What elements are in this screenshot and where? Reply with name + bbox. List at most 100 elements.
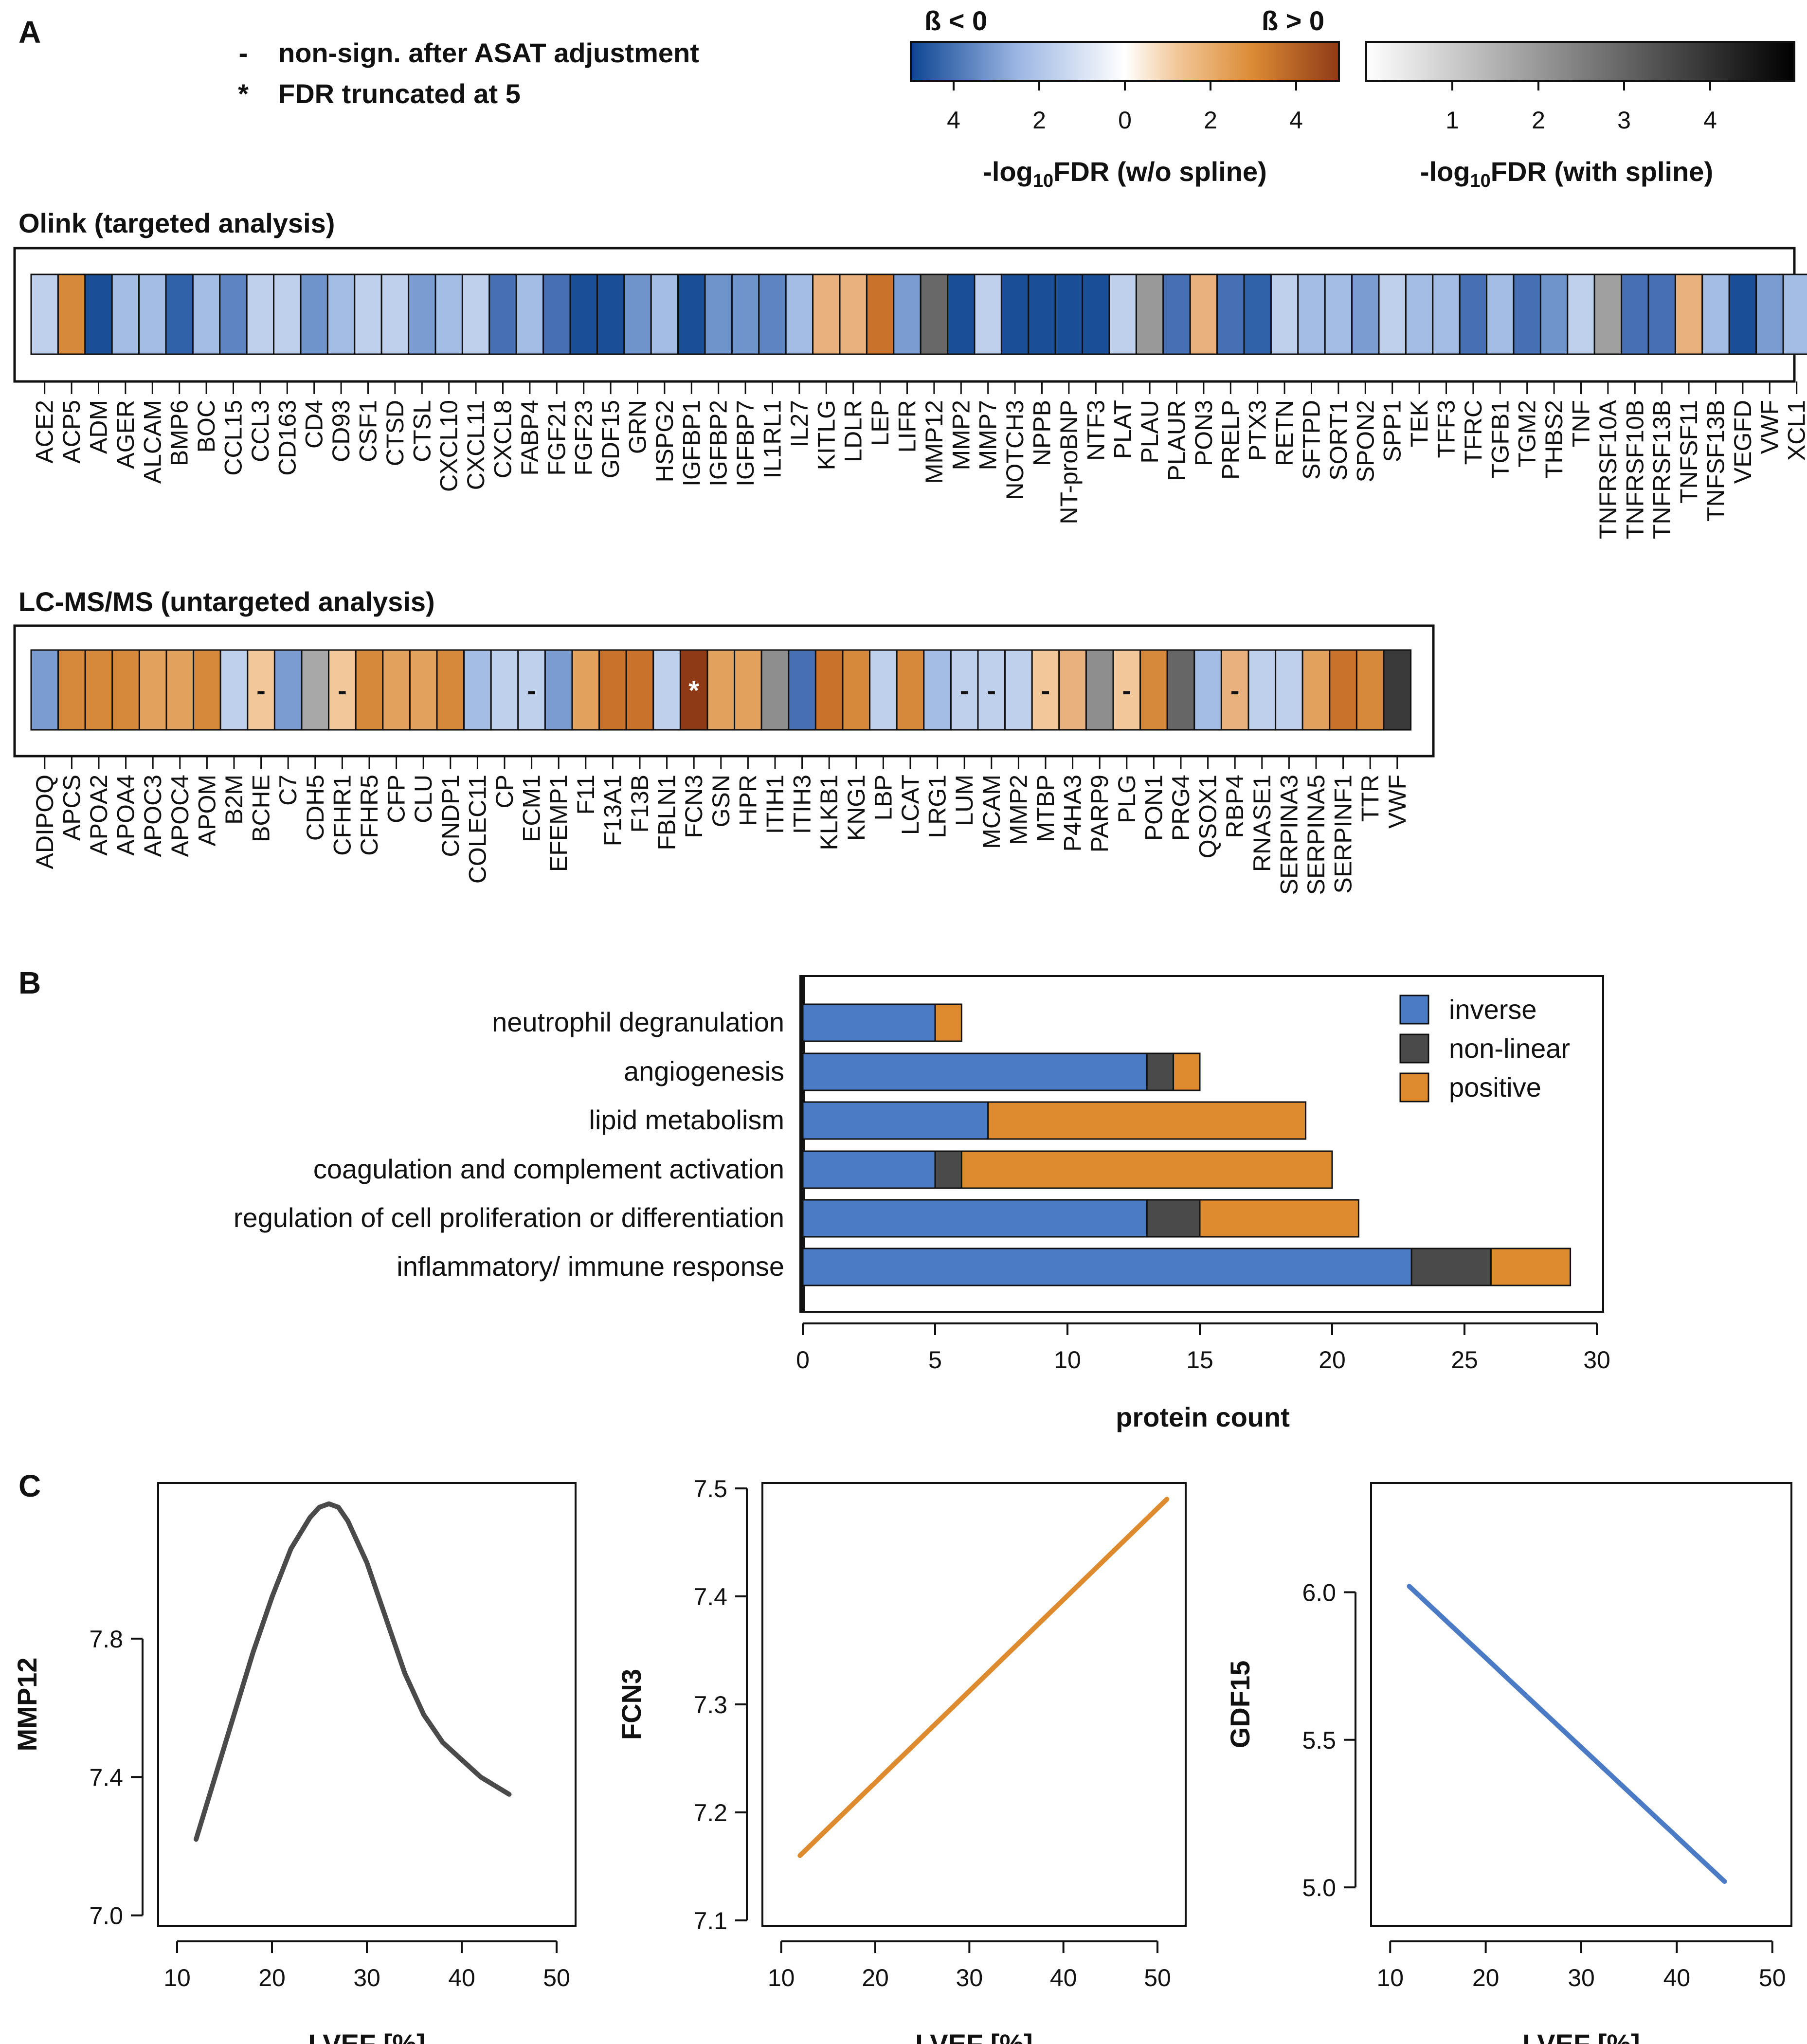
- heatmap-cell-tnf: [1567, 273, 1595, 355]
- heatmap-cell-cp: [490, 649, 519, 731]
- legend-label: inverse: [1449, 994, 1537, 1025]
- heatmap-cell-f13a1: [598, 649, 627, 731]
- gene-label-bmp6: BMP6: [166, 400, 193, 466]
- line-chart-y-tick-label: 5.5: [1302, 1727, 1336, 1754]
- heatmap-cell-fgf23: [569, 273, 598, 355]
- gene-label-mcam: MCAM: [978, 775, 1005, 849]
- heatmap-cell-xcl1: [1782, 273, 1807, 355]
- line-chart-y-tick-label: 7.1: [693, 1907, 727, 1935]
- bar-chart-x-tick-label: 10: [1054, 1346, 1081, 1374]
- gene-label-cd4: CD4: [301, 400, 328, 449]
- gene-label-ldlr: LDLR: [840, 400, 867, 462]
- heatmap-cell-qsox1: [1193, 649, 1222, 731]
- bar-chart-x-tick-label: 0: [796, 1346, 810, 1374]
- gene-label-tnfrsf10b: TNFRSF10B: [1621, 400, 1648, 539]
- line-chart-gdf15: 10 20 30 40 50 LVEF [%] 5.0 5.5 6.0 GDF15: [1225, 1482, 1792, 2044]
- colorbar-beta: ß < 0 ß > 0 4 2 0 2 4 -log10FDR (w/o spline): [910, 5, 1340, 191]
- gene-label-cd93: CD93: [327, 400, 355, 462]
- heatmap-cell-plat: [1108, 273, 1137, 355]
- heatmap-cell-serpinf1: [1329, 649, 1357, 731]
- gene-label-sftpd: SFTPD: [1298, 400, 1325, 480]
- heatmap-cell-apom: [193, 649, 221, 731]
- legend-text-dash: non-sign. after ASAT adjustment: [278, 37, 699, 68]
- heatmap-cell-apoc3: [138, 649, 167, 731]
- line-chart-mmp12: 10 20 30 40 50 LVEF [%] 7.0 7.4 7.8 MMP12: [12, 1482, 577, 2044]
- bar-positive: [987, 1101, 1307, 1140]
- line-chart-x-tick-label: 30: [956, 1964, 983, 1991]
- gene-label-tek: TEK: [1406, 400, 1433, 447]
- gene-label-prg4: PRG4: [1167, 775, 1194, 841]
- gene-label-grn: GRN: [624, 400, 651, 454]
- heatmap-cell-ctsd: [380, 273, 410, 355]
- olink-title: Olink (targeted analysis): [18, 208, 335, 238]
- gene-label-itih1: ITIH1: [761, 775, 789, 834]
- heatmap-cell-cndp1: [436, 649, 465, 731]
- heatmap-cell-notch3: [1000, 273, 1030, 355]
- gene-label-hspg2: HSPG2: [651, 400, 678, 483]
- heatmap-cell-fbln1: [652, 649, 681, 731]
- heatmap-cell-ldlr: [839, 273, 867, 355]
- gene-label-tgm2: TGM2: [1514, 400, 1541, 468]
- gene-label-tff3: TFF3: [1433, 400, 1460, 458]
- heatmap-mark: -: [1122, 675, 1131, 705]
- line-chart-x-tick-label: 50: [1759, 1964, 1786, 1991]
- gene-label-c7: C7: [274, 775, 302, 806]
- gene-label-adipoq: ADIPOQ: [31, 775, 58, 869]
- gene-label-igfbp1: IGFBP1: [678, 400, 705, 487]
- gene-label-kng1: KNG1: [843, 775, 870, 841]
- heatmap-cell-mmp2: [1004, 649, 1033, 731]
- line-series-gdf15: [1407, 1584, 1727, 1884]
- heatmap-cell-alcam: [138, 273, 167, 355]
- heatmap-cell-bmp6: [165, 273, 194, 355]
- gene-label-lifr: LIFR: [894, 400, 921, 452]
- gene-label-plaur: PLAUR: [1163, 400, 1191, 481]
- gene-label-il1rl1: IL1RL1: [759, 400, 786, 478]
- legend-swatch-inverse: [1399, 995, 1429, 1025]
- heatmap-cell-tgfb1: [1486, 273, 1515, 355]
- bar-inverse: [802, 1150, 936, 1189]
- line-chart-x-tick-label: 20: [862, 1964, 889, 1991]
- gene-label-tnfrsf10a: TNFRSF10A: [1594, 399, 1622, 539]
- line-chart-y-title: FCN3: [616, 1669, 647, 1740]
- heatmap-cell-tnfsf11: [1674, 273, 1703, 355]
- heatmap-cell-serpina3: [1275, 649, 1303, 731]
- colorbar-spline-title: -log10FDR (with spline): [1420, 156, 1713, 191]
- gene-label-cxcl11: CXCL11: [462, 400, 489, 490]
- gene-label-tnfsf11: TNFSF11: [1675, 400, 1702, 504]
- heatmap-cell-retn: [1270, 273, 1299, 355]
- gene-label-apoc4: APOC4: [166, 775, 194, 857]
- gene-label-tnf: TNF: [1568, 400, 1595, 447]
- bar-non-linear: [1410, 1248, 1492, 1286]
- heatmap-cell-apoc4: [165, 649, 195, 731]
- legend-text-star: FDR truncated at 5: [278, 78, 521, 109]
- line-chart-y-title: MMP12: [12, 1658, 42, 1752]
- gene-label-kitlg: KITLG: [813, 400, 840, 470]
- heatmap-cell-nt-probnp: [1054, 273, 1084, 355]
- gene-label-bche: BCHE: [248, 775, 275, 842]
- panel-letter-c: C: [18, 1468, 41, 1503]
- panel-letter-a: A: [18, 15, 41, 50]
- gene-label-fbln1: FBLN1: [653, 775, 681, 850]
- heatmap-cell-c7: [273, 649, 303, 731]
- gene-label-ager: AGER: [112, 400, 139, 469]
- gene-label-lcat: LCAT: [897, 775, 924, 835]
- line-chart-x-tick-label: 50: [1144, 1964, 1171, 1991]
- gene-label-lep: LEP: [867, 400, 894, 446]
- line-chart-x-tick-label: 20: [258, 1964, 286, 1991]
- heatmap-cell-thbs2: [1539, 273, 1569, 355]
- heatmap-cell-mtbp: [1031, 649, 1060, 731]
- colorbar-beta-tick-label: 4: [947, 107, 960, 134]
- gene-label-ntf3: NTF3: [1082, 400, 1109, 461]
- gene-label-plat: PLAT: [1109, 400, 1137, 459]
- line-chart-frame: [157, 1482, 577, 1927]
- heatmap-cell-cxcl10: [434, 273, 463, 355]
- heatmap-cell-sort1: [1324, 273, 1353, 355]
- heatmap-cell-hpr: [734, 649, 762, 731]
- gene-label-il27: IL27: [786, 400, 813, 447]
- gene-label-thbs2: THBS2: [1540, 400, 1568, 478]
- legend-label: non-linear: [1449, 1033, 1570, 1064]
- gene-label-ace2: ACE2: [31, 400, 58, 464]
- heatmap-cell-apcs: [57, 649, 86, 731]
- heatmap-cell-itih1: [760, 649, 790, 731]
